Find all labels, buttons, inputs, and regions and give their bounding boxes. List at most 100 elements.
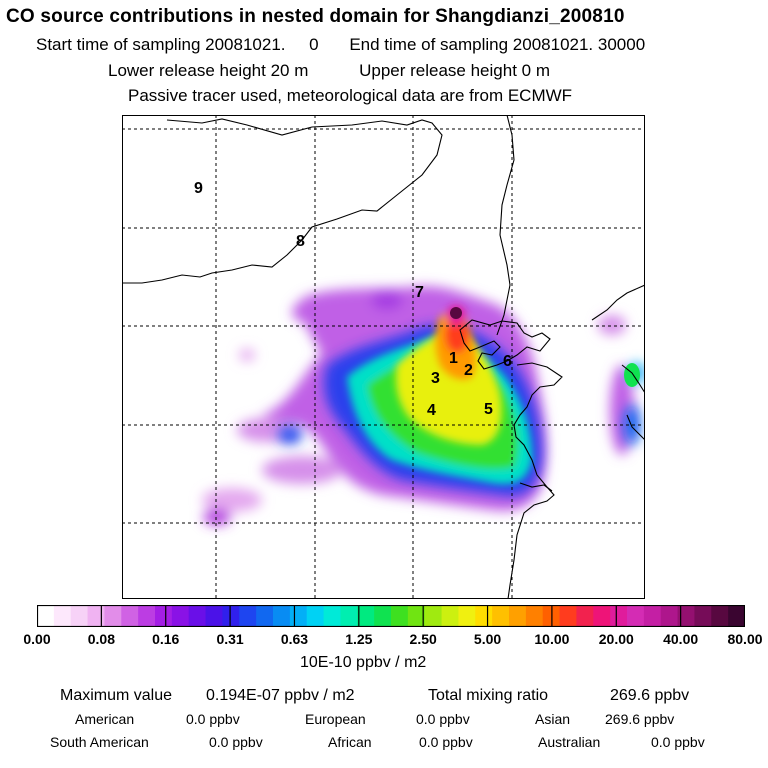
colorbar-tick-label: 20.00 <box>598 631 634 647</box>
grid-lines <box>122 115 645 599</box>
asian-value: 269.6 ppbv <box>605 711 675 727</box>
american-value: 0.0 ppbv <box>186 711 240 727</box>
colorbar-cell <box>171 605 190 627</box>
african-value: 0.0 ppbv <box>419 734 473 750</box>
colorbar-cell <box>610 605 628 627</box>
map-panel: 1 2 3 4 5 6 7 8 9 <box>122 114 646 600</box>
colorbar-tick-label: 40.00 <box>663 631 699 647</box>
end-time-value: 20081021. 30000 <box>512 35 646 54</box>
total-mixing-label: Total mixing ratio <box>428 687 549 704</box>
concentration-field <box>202 286 645 525</box>
start-time-value: 20081021. 0 <box>205 35 319 54</box>
colorbar-tick-label: 80.00 <box>727 631 763 647</box>
map-svg: 1 2 3 4 5 6 7 8 9 <box>122 114 646 600</box>
colorbar-cell <box>205 605 224 627</box>
colorbar-cell <box>289 605 308 627</box>
colorbar-cell <box>407 605 426 627</box>
colorbar-cell <box>643 605 662 627</box>
european-value: 0.0 ppbv <box>416 711 470 727</box>
region-label-3: 3 <box>431 370 440 387</box>
australian-value: 0.0 ppbv <box>651 734 705 750</box>
colorbar-cell <box>677 605 696 627</box>
south-american-label: South American <box>50 734 149 750</box>
coastlines <box>122 114 646 600</box>
colorbar-unit: 10E-10 ppbv / m2 <box>300 654 427 671</box>
colorbar-cell <box>509 605 527 627</box>
release-heights: Lower release height 20 m Upper release … <box>108 61 550 81</box>
colorbar-cell <box>424 605 443 627</box>
colorbar-cell <box>340 605 358 627</box>
asian-label: Asian <box>535 711 571 727</box>
start-time-label: Start time of sampling <box>36 35 201 54</box>
colorbar-tick-label: 2.50 <box>409 631 437 647</box>
map-frame <box>122 115 645 599</box>
colorbar-cell <box>559 605 578 627</box>
region-label-1: 1 <box>449 350 458 367</box>
australian-label: Australian <box>538 734 601 750</box>
colorbar-cell <box>660 605 679 627</box>
colorbar <box>37 605 745 627</box>
region-label-6: 6 <box>503 353 512 370</box>
colorbar-tick-label: 10.00 <box>534 631 570 647</box>
colorbar-cell <box>87 605 106 627</box>
colorbar-tick-label: 0.08 <box>87 631 115 647</box>
upper-height-label: Upper release height <box>359 61 517 80</box>
colorbar-cell <box>188 605 207 627</box>
colorbar-cell <box>492 605 510 627</box>
colorbar-cell <box>374 605 392 627</box>
colorbar-cell <box>138 605 156 627</box>
max-value: 0.194E-07 ppbv / m2 <box>206 687 355 704</box>
colorbar-tick-label: 0.31 <box>216 631 244 647</box>
lower-height-label: Lower release height <box>108 61 266 80</box>
colorbar-cell <box>239 605 257 627</box>
colorbar-cell <box>728 605 745 627</box>
total-mixing-value: 269.6 ppbv <box>610 687 690 704</box>
region-label-2: 2 <box>464 362 473 379</box>
tracer-note: Passive tracer used, meteorological data… <box>128 86 573 105</box>
colorbar-cell <box>441 605 460 627</box>
african-label: African <box>328 734 372 750</box>
lower-height-value: 20 m <box>270 61 309 80</box>
region-label-9: 9 <box>194 180 203 197</box>
colorbar-cell <box>694 605 712 627</box>
colorbar-tick-label: 0.00 <box>23 631 51 647</box>
colorbar-tick-label: 5.00 <box>473 631 502 647</box>
colorbar-cell <box>593 605 611 627</box>
colorbar-cell <box>576 605 594 627</box>
south-american-value: 0.0 ppbv <box>209 734 263 750</box>
colorbar-cell <box>475 605 493 627</box>
european-label: European <box>305 711 366 727</box>
region-label-5: 5 <box>484 401 493 418</box>
colorbar-cell <box>273 605 291 627</box>
colorbar-cell <box>458 605 476 627</box>
colorbar-cell <box>391 605 409 627</box>
plot-title: CO source contributions in nested domain… <box>6 6 625 27</box>
colorbar-cell <box>37 605 55 627</box>
colorbar-cell <box>256 605 274 627</box>
region-label-8: 8 <box>296 233 305 250</box>
colorbar-tick-label: 0.16 <box>152 631 180 647</box>
peak-marker <box>450 307 462 319</box>
colorbar-cell <box>323 605 342 627</box>
colorbar-cell <box>525 605 544 627</box>
colorbar-cell <box>104 605 122 627</box>
colorbar-cell <box>306 605 325 627</box>
colorbar-tick-label: 1.25 <box>345 631 373 647</box>
colorbar-cell <box>155 605 173 627</box>
region-label-4: 4 <box>427 402 436 419</box>
colorbar-tick-label: 0.63 <box>280 631 309 647</box>
american-label: American <box>75 711 135 727</box>
colorbar-cell <box>711 605 729 627</box>
sampling-times: Start time of sampling 20081021. 0 End t… <box>36 35 645 55</box>
max-value-label: Maximum value <box>60 687 173 704</box>
colorbar-cell <box>357 605 375 627</box>
colorbar-cell <box>53 605 72 627</box>
region-label-7: 7 <box>415 284 424 301</box>
colorbar-frame <box>37 605 745 627</box>
colorbar-cell <box>70 605 89 627</box>
end-time-label: End time of sampling <box>349 35 509 54</box>
colorbar-cell <box>627 605 645 627</box>
upper-height-value: 0 m <box>521 61 550 80</box>
colorbar-cell <box>121 605 139 627</box>
colorbar-cell <box>222 605 240 627</box>
